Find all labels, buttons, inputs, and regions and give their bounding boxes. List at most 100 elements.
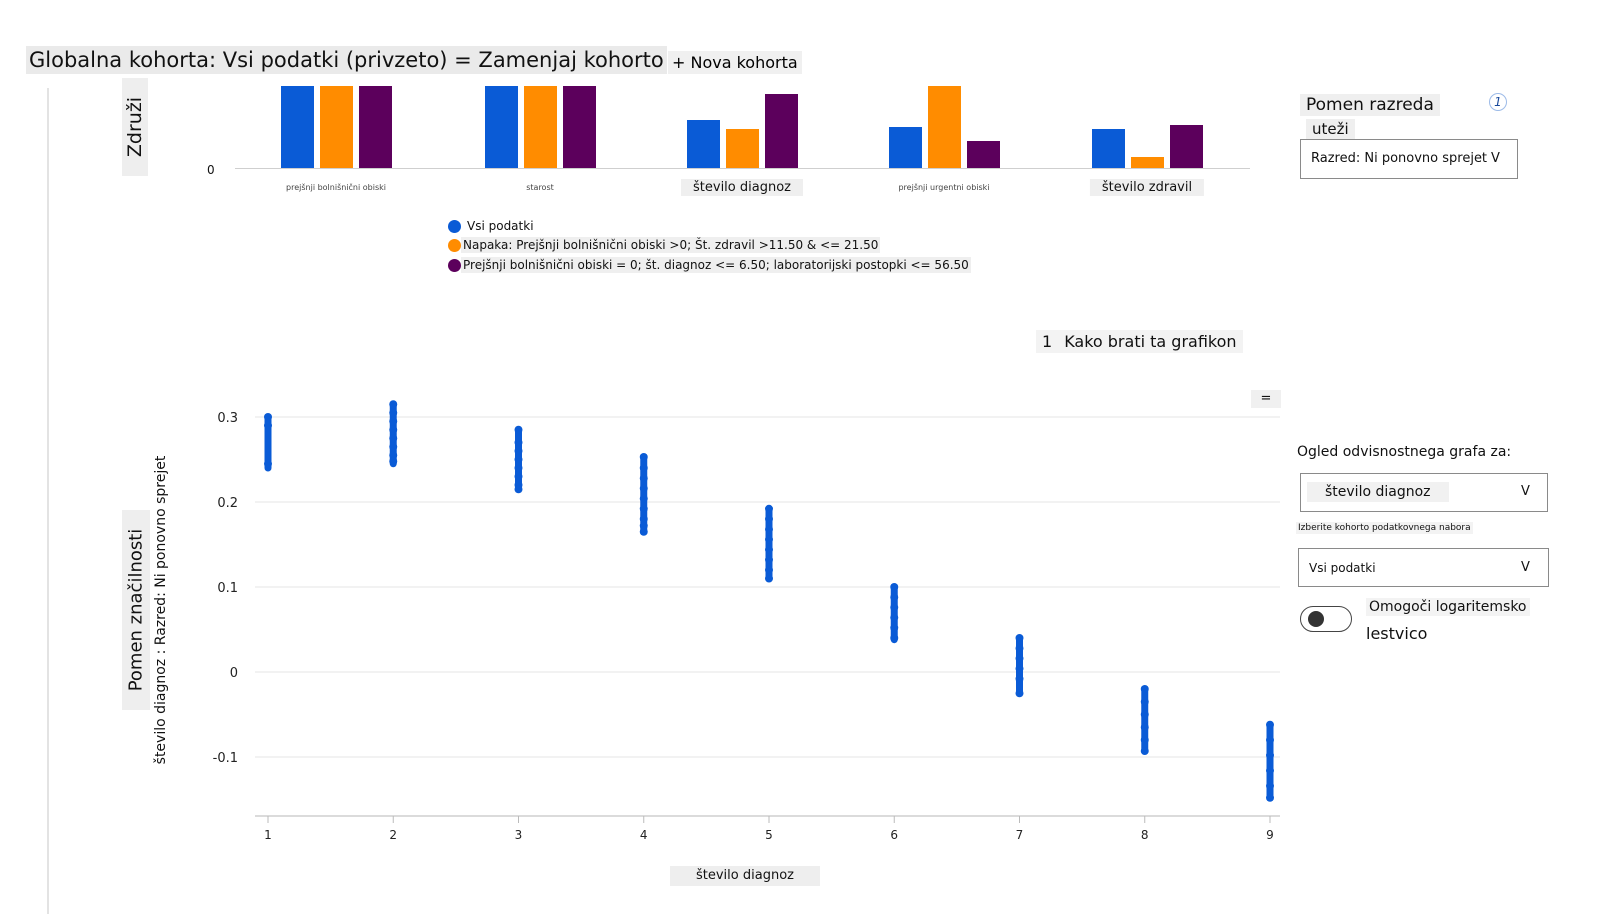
scatter-point[interactable] bbox=[890, 593, 899, 602]
bar-0-series-2[interactable] bbox=[358, 86, 392, 168]
chevron-down-icon: V bbox=[1521, 484, 1530, 499]
bar-0-series-0[interactable] bbox=[280, 86, 314, 168]
y-tick-label: 0.1 bbox=[217, 581, 238, 596]
bar-4-series-2[interactable] bbox=[1169, 125, 1203, 168]
scatter-point[interactable] bbox=[765, 515, 773, 523]
scatter-point[interactable] bbox=[1015, 664, 1024, 673]
x-tick-label: 2 bbox=[389, 828, 397, 842]
bar-0-series-1[interactable] bbox=[319, 86, 353, 168]
global-cohort-title[interactable]: Globalna kohorta: Vsi podatki (privzeto)… bbox=[26, 46, 667, 74]
how-to-label: Kako brati ta grafikon bbox=[1064, 332, 1237, 351]
y-tick-label: 0.2 bbox=[217, 496, 238, 511]
scatter-point[interactable] bbox=[514, 425, 523, 434]
legend-item-cohort-three[interactable]: Prejšnji bolnišnični obiski = 0; št. dia… bbox=[448, 257, 971, 273]
scatter-point[interactable] bbox=[389, 442, 398, 451]
scatter-point[interactable] bbox=[1140, 685, 1149, 693]
bar-4-series-0[interactable] bbox=[1091, 129, 1125, 168]
scatter-point[interactable] bbox=[639, 504, 648, 513]
chart-menu-icon[interactable]: = bbox=[1251, 390, 1281, 408]
bar-2-series-0[interactable] bbox=[686, 119, 720, 168]
bar-1-series-0[interactable] bbox=[484, 86, 518, 168]
scatter-point[interactable] bbox=[765, 574, 773, 583]
scatter-point[interactable] bbox=[389, 417, 398, 426]
new-cohort-button[interactable]: + Nova kohorta bbox=[668, 51, 802, 74]
bar-1-series-1[interactable] bbox=[523, 86, 557, 168]
aggregate-baseline bbox=[235, 168, 1250, 169]
bar-3-series-2[interactable] bbox=[966, 140, 1000, 168]
scatter-point[interactable] bbox=[765, 545, 773, 554]
scatter-point[interactable] bbox=[765, 566, 773, 574]
feature-dropdown[interactable]: število diagnoz V bbox=[1300, 473, 1548, 512]
scatter-point[interactable] bbox=[1266, 751, 1274, 760]
scatter-point[interactable] bbox=[1266, 793, 1274, 802]
scatter-point[interactable] bbox=[639, 464, 648, 472]
scatter-point[interactable] bbox=[264, 459, 272, 468]
scatter-point[interactable] bbox=[639, 474, 648, 483]
scatter-point[interactable] bbox=[1015, 689, 1024, 698]
bar-category-label: število diagnoz bbox=[681, 179, 803, 196]
scatter-point[interactable] bbox=[1140, 736, 1149, 744]
scatter-point[interactable] bbox=[1140, 747, 1149, 756]
info-icon[interactable]: 1 bbox=[1489, 93, 1507, 111]
bar-category-label: število zdravil bbox=[1089, 179, 1205, 196]
scatter-point[interactable] bbox=[890, 623, 899, 632]
scatter-point[interactable] bbox=[1266, 781, 1274, 790]
scatter-point[interactable] bbox=[765, 555, 773, 564]
scatter-point[interactable] bbox=[639, 494, 648, 503]
scatter-point[interactable] bbox=[389, 408, 398, 417]
scatter-point[interactable] bbox=[1140, 710, 1149, 719]
scatter-point[interactable] bbox=[890, 583, 899, 591]
scatter-point[interactable] bbox=[639, 484, 648, 493]
scatter-point[interactable] bbox=[264, 421, 272, 430]
class-dropdown[interactable]: Razred: Ni ponovno sprejet V bbox=[1300, 139, 1518, 179]
scatter-point[interactable] bbox=[765, 504, 773, 513]
cohort-dropdown-value: Vsi podatki bbox=[1309, 561, 1376, 575]
scatter-point[interactable] bbox=[1015, 634, 1024, 642]
dependence-x-label: število diagnoz bbox=[670, 866, 820, 886]
scatter-point[interactable] bbox=[514, 472, 523, 481]
scatter-point[interactable] bbox=[389, 434, 398, 443]
bar-1-series-2[interactable] bbox=[562, 86, 596, 168]
legend-item-error-cohort[interactable]: Napaka: Prejšnji bolnišnični obiski >0; … bbox=[448, 237, 881, 253]
cohort-select-label: Izberite kohorto podatkovnega nabora bbox=[1296, 522, 1473, 534]
bar-2-series-1[interactable] bbox=[725, 129, 759, 168]
scatter-point[interactable] bbox=[1140, 723, 1149, 732]
scatter-point[interactable] bbox=[514, 455, 523, 464]
scatter-point[interactable] bbox=[765, 525, 773, 534]
cohort-dropdown[interactable]: Vsi podatki V bbox=[1298, 548, 1549, 587]
scatter-point[interactable] bbox=[890, 613, 899, 622]
scatter-point[interactable] bbox=[890, 634, 899, 642]
bar-3-series-1[interactable] bbox=[927, 86, 961, 168]
scatter-point[interactable] bbox=[639, 515, 648, 523]
dependence-y-label-box: Pomen značilnosti bbox=[122, 510, 150, 710]
scatter-point[interactable] bbox=[639, 521, 648, 530]
scatter-point[interactable] bbox=[389, 457, 398, 466]
scatter-point[interactable] bbox=[1266, 766, 1274, 775]
scatter-point[interactable] bbox=[389, 400, 398, 409]
bar-3-series-0[interactable] bbox=[888, 127, 922, 168]
scatter-point[interactable] bbox=[890, 603, 899, 612]
scatter-point[interactable] bbox=[1015, 644, 1024, 653]
bar-4-series-1[interactable] bbox=[1130, 156, 1164, 168]
scatter-point[interactable] bbox=[1015, 654, 1024, 663]
scatter-point[interactable] bbox=[514, 485, 523, 494]
scatter-point[interactable] bbox=[514, 447, 523, 455]
how-to-read-chart-link[interactable]: 1 Kako brati ta grafikon bbox=[1036, 330, 1243, 353]
scatter-point[interactable] bbox=[514, 464, 523, 472]
scatter-point[interactable] bbox=[389, 451, 398, 460]
bar-2-series-2[interactable] bbox=[764, 94, 798, 168]
scatter-point[interactable] bbox=[1266, 720, 1274, 729]
legend-item-all-data[interactable]: Vsi podatki bbox=[448, 219, 534, 233]
scatter-point[interactable] bbox=[389, 425, 398, 434]
scatter-point[interactable] bbox=[264, 413, 272, 421]
scatter-point[interactable] bbox=[639, 452, 648, 461]
log-scale-toggle[interactable] bbox=[1300, 606, 1352, 632]
scatter-point[interactable] bbox=[1015, 674, 1024, 683]
scatter-point[interactable] bbox=[639, 527, 648, 536]
scatter-point[interactable] bbox=[1140, 697, 1149, 706]
scatter-point[interactable] bbox=[514, 438, 523, 447]
scatter-point[interactable] bbox=[765, 535, 773, 544]
bar-category-label: prejšnji bolnišnični obiski bbox=[286, 183, 386, 192]
scatter-point[interactable] bbox=[1266, 736, 1274, 744]
